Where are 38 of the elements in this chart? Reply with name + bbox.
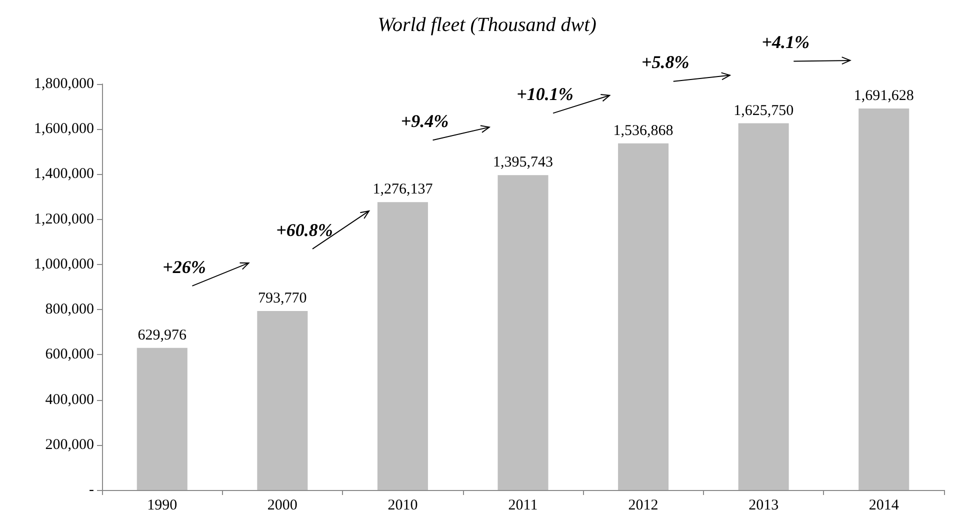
y-tick-label: 1,800,000 [34,76,94,92]
text: +4.1% [762,32,810,54]
bar [377,202,428,490]
bar [498,175,548,490]
data-label: 793,770 [258,290,307,306]
y-tick-label: 1,000,000 [34,256,94,272]
data-label: 1,536,868 [613,122,674,139]
bar [738,123,789,490]
y-tick-label: 1,600,000 [34,121,94,138]
x-tick-label: 1990 [147,498,178,514]
y-tick-label: 800,000 [45,302,94,318]
y-tick-label: - [89,482,94,498]
bar [257,310,308,490]
bar [618,143,669,490]
x-tick-label: 2000 [267,498,298,514]
annotation: +9.4% [400,111,449,132]
annotation: +26% [162,256,206,278]
y-tick-label: 600,000 [45,346,94,363]
annotation: +10.1% [516,84,574,106]
data-label: 1,276,137 [372,182,434,198]
data-label: 629,976 [138,327,188,344]
y-tick-label: 200,000 [45,436,94,453]
x-tick-label: 2011 [508,498,538,514]
chart-title: World fleet (Thousand dwt) [378,14,597,36]
annotation: +60.8% [276,220,333,241]
data-label: 1,625,750 [734,102,794,119]
bar [136,348,188,490]
y-tick-label: 400,000 [45,392,94,408]
y-tick-label: 1,400,000 [34,166,94,182]
data-label: 1,691,628 [854,88,914,104]
x-tick-label: 2014 [868,498,900,514]
x-tick-label: 2010 [388,498,418,514]
x-tick-label: 2012 [628,498,658,514]
x-tick-label: 2013 [748,498,779,514]
text: +5.8% [641,52,690,74]
y-tick-label: 1,200,000 [34,211,94,228]
data-label: 1,395,743 [493,154,553,171]
bar [858,108,910,490]
